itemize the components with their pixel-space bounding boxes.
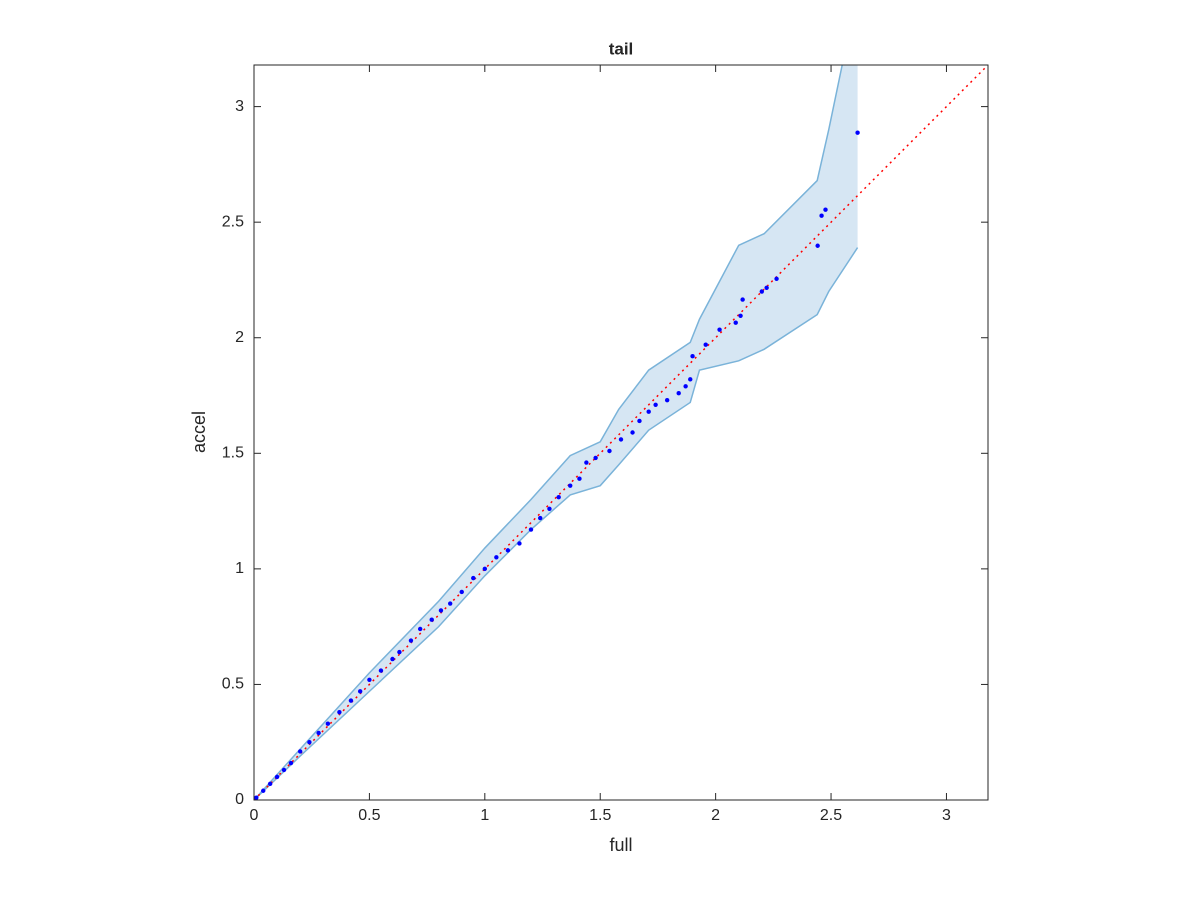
y-tick-label: 3 — [235, 98, 244, 115]
x-axis-label: full — [609, 835, 632, 855]
x-tick-label: 1 — [480, 807, 489, 824]
data-point — [584, 460, 589, 465]
data-point — [717, 327, 722, 332]
data-point — [664, 397, 670, 403]
data-point — [815, 243, 820, 248]
data-point — [738, 313, 743, 318]
plot-layer — [254, 65, 988, 800]
x-tick-label: 1.5 — [589, 807, 611, 824]
data-point — [653, 402, 658, 407]
data-point — [688, 377, 693, 382]
data-point — [593, 455, 598, 461]
data-point — [703, 342, 708, 347]
y-tick-label: 0 — [235, 791, 244, 808]
chart-title: tail — [609, 39, 634, 58]
data-point — [316, 730, 321, 736]
y-axis-label: accel — [189, 411, 209, 453]
data-point — [274, 774, 280, 780]
data-point — [429, 617, 434, 622]
data-point — [637, 418, 642, 424]
data-point — [471, 575, 476, 581]
data-point — [517, 541, 522, 546]
band-upper — [254, 65, 843, 800]
data-point — [397, 649, 402, 655]
data-point — [733, 320, 738, 325]
axes-layer: 0 0.5 1 1.5 2 2.5 3 0 0.5 1 1.5 2 2.5 3 — [222, 65, 988, 824]
data-point — [646, 409, 651, 414]
data-point — [577, 476, 582, 481]
data-point — [494, 555, 499, 560]
y-tick-label: 1 — [235, 560, 244, 577]
data-point — [774, 276, 779, 281]
x-tick-label: 2.5 — [820, 807, 842, 824]
data-point — [307, 740, 312, 745]
data-point — [438, 608, 444, 613]
data-point — [254, 795, 259, 800]
data-point — [683, 384, 688, 389]
x-tick-label: 3 — [942, 807, 951, 824]
data-point — [367, 677, 372, 683]
data-point — [447, 601, 453, 606]
data-point — [568, 483, 573, 488]
data-point — [297, 749, 303, 754]
data-point — [378, 668, 384, 673]
data-point — [390, 656, 395, 662]
y-tick-label: 0.5 — [222, 676, 244, 693]
x-tick-label: 0 — [250, 807, 259, 824]
data-point — [607, 448, 612, 454]
x-tick-label: 0.5 — [358, 807, 380, 824]
data-point — [325, 721, 331, 726]
axes-box — [253, 64, 989, 801]
data-point — [348, 698, 354, 703]
data-point — [823, 207, 828, 212]
data-point — [261, 788, 266, 793]
x-tick-label: 2 — [711, 807, 720, 824]
data-point — [819, 213, 824, 218]
y-tick-label: 1.5 — [222, 445, 244, 462]
y-tick-label: 2 — [235, 329, 244, 346]
data-point — [482, 566, 488, 572]
data-point — [855, 130, 860, 135]
data-point — [267, 781, 273, 787]
band-lower — [254, 247, 859, 800]
data-point — [676, 391, 681, 396]
data-point — [408, 638, 414, 643]
data-point — [759, 289, 764, 294]
data-point — [417, 626, 423, 632]
data-point — [556, 495, 561, 500]
data-point — [630, 430, 635, 435]
y-tick-label: 2.5 — [222, 213, 244, 230]
data-point — [281, 767, 287, 773]
data-point — [618, 437, 624, 442]
data-point — [505, 548, 511, 553]
data-point — [764, 285, 769, 291]
data-point — [740, 297, 745, 302]
data-point — [288, 760, 294, 766]
data-point — [528, 527, 534, 532]
data-point — [459, 589, 464, 595]
data-point — [337, 709, 342, 715]
data-point — [538, 515, 543, 521]
data-point — [357, 689, 363, 694]
data-point — [547, 506, 552, 511]
data-point — [690, 354, 695, 359]
reference-line — [254, 65, 988, 800]
